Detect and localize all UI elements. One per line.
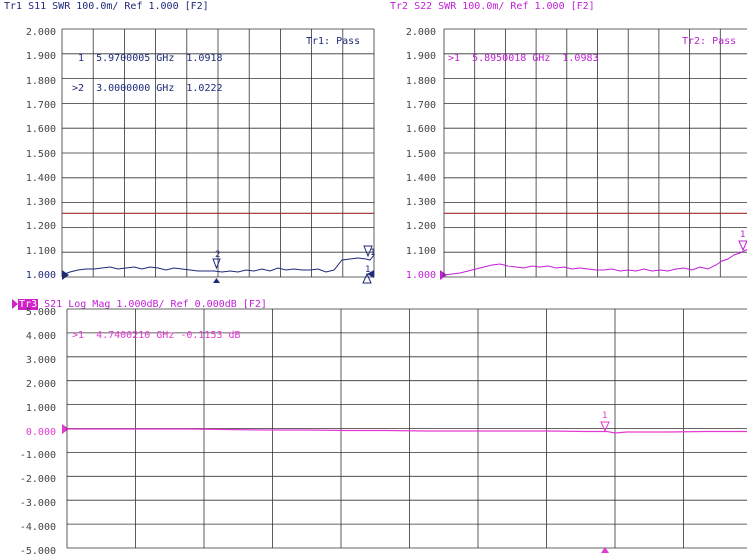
y-tick-label: 2.000 [405,27,436,38]
y-tick-label: -4.000 [19,522,56,534]
y-tick-label: 1.400 [25,172,56,184]
y-tick-label: 1.500 [405,148,436,160]
tr3-marker-row[interactable]: >1 4.7400210 GHz -0.1153 dB [72,330,241,341]
tr1-chart[interactable] [61,28,375,284]
tr1-header[interactable]: Tr1 S11 SWR 100.0m/ Ref 1.000 [F2] [4,1,209,12]
y-tick-label: 2.000 [25,378,56,390]
tr2-reference-marker-icon[interactable] [440,270,447,280]
tr1-grid [61,28,375,278]
y-tick-label: 1.000 [405,270,436,281]
tr2-marker-1-label: 1 [740,230,746,240]
tr1-marker-2-label: 2 [215,250,221,260]
tr3-badge[interactable]: Tr3 [18,299,39,310]
y-tick-label: 1.300 [25,197,56,209]
tr3-chart[interactable] [66,308,747,553]
y-tick-label: 1.600 [405,124,436,136]
y-tick-label: 2.000 [25,27,56,38]
y-tick-label: 1.100 [25,245,56,257]
tr2-marker-1-flag-icon [738,240,747,252]
y-tick-label: 5.000 [25,307,56,318]
y-tick-label: 0.000 [25,426,56,438]
tr2-chart[interactable] [443,28,747,278]
y-tick-label: -3.000 [19,498,56,510]
y-tick-label: 1.700 [25,99,56,111]
tr3-reference-marker-icon[interactable] [62,424,69,434]
y-tick-label: 1.700 [405,99,436,111]
tr1-marker-1-label: 1 [370,248,376,258]
y-tick-label: 1.400 [405,172,436,184]
tr2-limit-status: Tr2: Pass [682,36,737,47]
y-tick-label: -2.000 [19,474,56,486]
tr3-marker-table: >1 4.7400210 GHz -0.1153 dB [72,311,241,351]
tr3-header-row[interactable]: Tr3 S21 Log Mag 1.000dB/ Ref 0.000dB [F2… [0,284,267,312]
tr3-marker-1-flag-icon [600,421,610,433]
y-tick-label: 1.300 [405,197,436,209]
tr1-marker-1-flag-icon [363,245,373,258]
y-tick-label: -5.000 [19,546,56,557]
tr1-limit-status: Tr1: Pass [306,36,361,47]
tr2-grid [443,28,747,278]
y-tick-label: 1.900 [25,51,56,63]
tr2-header[interactable]: Tr2 S22 SWR 100.0m/ Ref 1.000 [F2] [390,1,595,12]
y-tick-label: 1.000 [25,270,56,281]
tr1-marker-row[interactable]: 1 5.9700005 GHz 1.0918 [72,53,223,64]
y-tick-label: -1.000 [19,450,56,462]
tr1-marker-2-flag-icon [212,258,221,270]
tr1-marker-2-active-icon[interactable] [213,278,220,283]
y-tick-label: 3.000 [25,354,56,366]
tr1-active-marker-arrow-icon[interactable] [367,270,374,278]
tr2-marker-table: >1 5.8950018 GHz 1.0983 [448,34,599,74]
tr3-marker-1-label: 1 [602,411,608,421]
y-tick-label: 1.500 [25,148,56,160]
tr3-header: S21 Log Mag 1.000dB/ Ref 0.000dB [F2] [38,299,267,310]
tr2-marker-row[interactable]: >1 5.8950018 GHz 1.0983 [448,53,599,64]
y-tick-label: 4.000 [25,330,56,342]
y-tick-label: 1.600 [25,124,56,136]
y-tick-label: 1.000 [25,402,56,414]
y-tick-label: 1.800 [405,75,436,87]
tr1-marker-row[interactable]: >2 3.0000000 GHz 1.0222 [72,83,223,94]
tr1-marker-1-low-flag-icon [362,272,372,284]
tr2-trace [443,249,747,276]
tr1-marker-table: 1 5.9700005 GHz 1.0918 >2 3.0000000 GHz … [72,34,223,104]
y-tick-label: 1.800 [25,75,56,87]
y-tick-label: 1.200 [25,221,56,233]
tr1-marker-1-low-label: 1 [365,265,371,275]
y-tick-label: 1.900 [405,51,436,63]
tr1-trace [61,254,375,276]
tr3-trace [67,428,747,434]
tr3-active-arrow-icon [12,299,19,309]
tr3-marker-1-active-icon[interactable] [601,547,609,553]
tr1-reference-marker-icon[interactable] [62,270,69,280]
y-tick-label: 1.200 [405,221,436,233]
y-tick-label: 1.100 [405,245,436,257]
